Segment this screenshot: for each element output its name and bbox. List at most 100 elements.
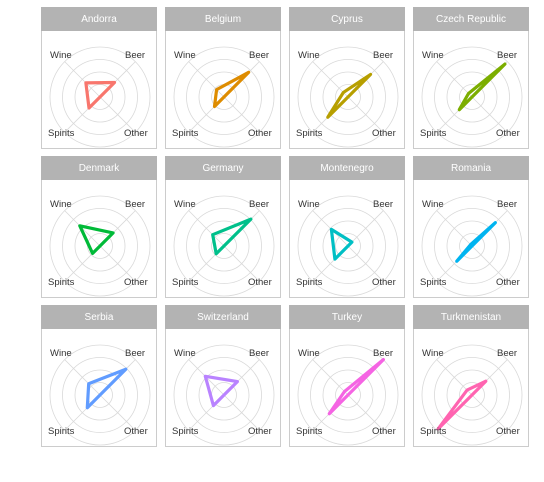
axis-label-spirits: Spirits <box>172 128 199 139</box>
radar-series-czech-republic <box>457 62 507 112</box>
panel-czech-republic: Czech Republic Beer Other Spirits Wine <box>413 7 529 149</box>
grid-circle <box>74 220 126 272</box>
grid-circle <box>434 59 510 135</box>
spoke-wine <box>312 359 349 396</box>
grid-circle <box>322 220 374 272</box>
radar-series-montenegro <box>329 227 354 261</box>
grid-circle <box>49 195 151 297</box>
axis-label-spirits: Spirits <box>296 277 323 288</box>
radar-plot <box>297 46 399 148</box>
plot-area: Beer Other Spirits Wine <box>289 329 405 447</box>
panel-title: Turkmenistan <box>413 305 529 329</box>
grid-circle <box>459 84 485 110</box>
spoke-beer <box>347 210 384 247</box>
grid-circle <box>198 369 250 421</box>
radar-plot <box>421 195 523 297</box>
radar-plot <box>421 344 523 446</box>
radar-series-serbia <box>85 367 128 410</box>
radar-series-cyprus <box>326 72 373 119</box>
radar-series-turkmenistan <box>436 379 488 431</box>
spoke-other <box>347 96 384 133</box>
axis-label-wine: Wine <box>298 199 320 210</box>
axis-label-spirits: Spirits <box>172 426 199 437</box>
axis-label-other: Other <box>124 426 148 437</box>
axis-label-beer: Beer <box>497 199 518 210</box>
panel-turkey: Turkey Beer Other Spirits Wine <box>289 305 405 447</box>
axis-label-spirits: Spirits <box>48 277 75 288</box>
grid-circle <box>310 59 386 135</box>
axis-label-beer: Beer <box>125 50 146 61</box>
axis-label-beer: Beer <box>249 348 270 359</box>
axis-label-other: Other <box>496 128 520 139</box>
spoke-wine <box>436 210 473 247</box>
radar-plot <box>49 344 151 446</box>
axis-label-other: Other <box>372 128 396 139</box>
radar-plot <box>49 46 151 148</box>
panel-andorra: Andorra Beer Other Spirits Wine <box>41 7 157 149</box>
grid-circle <box>434 208 510 284</box>
axis-label-beer: Beer <box>373 348 394 359</box>
panel-title: Germany <box>165 156 281 180</box>
axis-label-other: Other <box>496 277 520 288</box>
grid-circle <box>173 195 275 297</box>
grid-circle <box>49 344 151 446</box>
radar-plot <box>173 46 275 148</box>
radar-series-germany <box>211 217 253 256</box>
spoke-wine <box>64 359 101 396</box>
grid-circle <box>446 71 498 123</box>
grid-circle <box>198 220 250 272</box>
grid-circle <box>173 46 275 148</box>
panel-title: Denmark <box>41 156 157 180</box>
panel-title: Switzerland <box>165 305 281 329</box>
axis-label-beer: Beer <box>249 50 270 61</box>
axis-label-other: Other <box>372 277 396 288</box>
grid-circle <box>335 84 361 110</box>
axis-label-spirits: Spirits <box>48 426 75 437</box>
axis-label-wine: Wine <box>298 50 320 61</box>
axis-label-wine: Wine <box>422 199 444 210</box>
axis-label-wine: Wine <box>422 50 444 61</box>
grid-circle <box>297 46 399 148</box>
grid-circle <box>335 382 361 408</box>
spoke-wine <box>312 61 349 98</box>
spoke-other <box>99 245 136 282</box>
plot-area: Beer Other Spirits Wine <box>289 31 405 149</box>
spoke-other <box>347 394 384 431</box>
spoke-other <box>99 96 136 133</box>
grid-circle <box>446 369 498 421</box>
axis-label-beer: Beer <box>373 50 394 61</box>
panel-title: Montenegro <box>289 156 405 180</box>
radar-plot <box>297 195 399 297</box>
axis-label-beer: Beer <box>249 199 270 210</box>
grid-circle <box>198 71 250 123</box>
axis-label-other: Other <box>124 128 148 139</box>
panel-cyprus: Cyprus Beer Other Spirits Wine <box>289 7 405 149</box>
axis-label-spirits: Spirits <box>420 128 447 139</box>
radar-series-andorra <box>84 80 117 110</box>
panel-title: Andorra <box>41 7 157 31</box>
plot-area: Beer Other Spirits Wine <box>413 31 529 149</box>
plot-area: Beer Other Spirits Wine <box>165 329 281 447</box>
grid-circle <box>62 208 138 284</box>
grid-circle <box>297 344 399 446</box>
spoke-other <box>471 96 508 133</box>
radar-plot <box>297 344 399 446</box>
grid-circle <box>434 357 510 433</box>
plot-area: Beer Other Spirits Wine <box>41 31 157 149</box>
spoke-other <box>223 245 260 282</box>
panel-romania: Romania Beer Other Spirits Wine <box>413 156 529 298</box>
panel-title: Cyprus <box>289 7 405 31</box>
grid-circle <box>421 195 523 297</box>
radar-series-romania <box>455 221 497 263</box>
panel-turkmenistan: Turkmenistan Beer Other Spirits Wine <box>413 305 529 447</box>
axis-label-wine: Wine <box>422 348 444 359</box>
axis-label-other: Other <box>496 426 520 437</box>
spoke-wine <box>64 61 101 98</box>
spoke-other <box>471 245 508 282</box>
grid-circle <box>297 195 399 297</box>
axis-label-other: Other <box>248 426 272 437</box>
axis-label-wine: Wine <box>174 199 196 210</box>
grid-circle <box>335 233 361 259</box>
plot-area: Beer Other Spirits Wine <box>41 180 157 298</box>
grid-circle <box>62 59 138 135</box>
